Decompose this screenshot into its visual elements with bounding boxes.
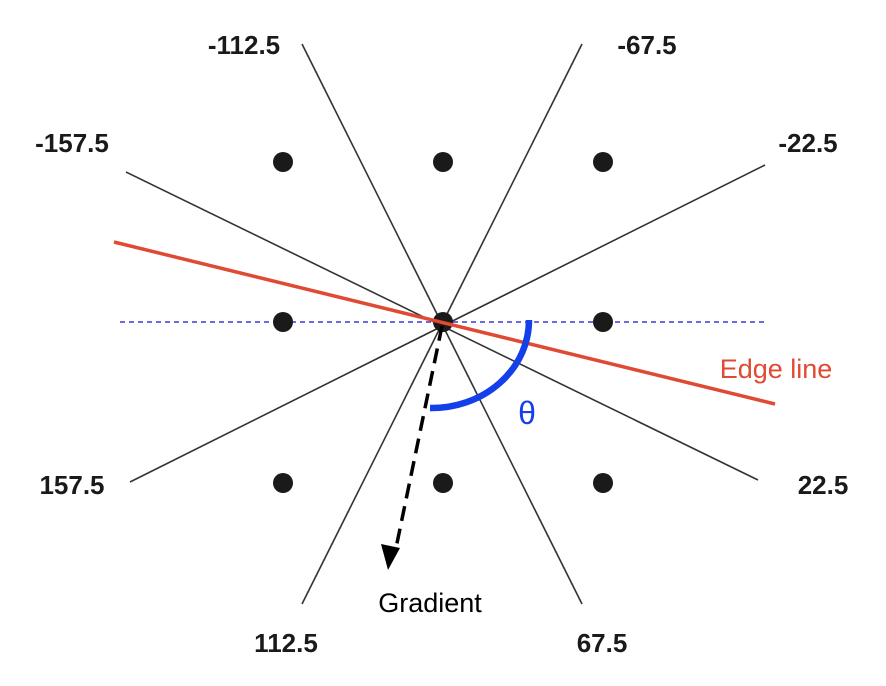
edge-line-label: Edge line <box>720 354 833 384</box>
angle-label-67-5: 67.5 <box>577 628 628 658</box>
gradient-arrow-shaft <box>394 325 444 549</box>
pixel-bottom-center <box>433 473 453 493</box>
angle-label-157-5: 157.5 <box>39 470 104 500</box>
angle-label-112-5: 112.5 <box>254 628 318 658</box>
angle-label-neg-112-5: -112.5 <box>208 30 280 60</box>
angle-label-neg-67-5: -67.5 <box>617 30 676 60</box>
pixel-top-center <box>433 152 453 172</box>
pixel-grid <box>273 152 613 493</box>
angle-label-22-5: 22.5 <box>798 470 849 500</box>
edge-line <box>113 240 776 406</box>
pixel-top-right <box>593 152 613 172</box>
pixel-bottom-left <box>273 473 293 493</box>
pixel-middle-left <box>273 312 293 332</box>
pixel-bottom-right <box>593 473 613 493</box>
angle-label-neg-157-5: -157.5 <box>35 128 109 158</box>
gradient-arrow-head <box>381 544 400 570</box>
angle-label-neg-22-5: -22.5 <box>778 128 837 158</box>
theta-label: θ <box>518 395 536 431</box>
pixel-middle-right <box>593 312 613 332</box>
gradient-label: Gradient <box>378 588 482 618</box>
theta-arc <box>429 319 533 412</box>
pixel-top-left <box>273 152 293 172</box>
